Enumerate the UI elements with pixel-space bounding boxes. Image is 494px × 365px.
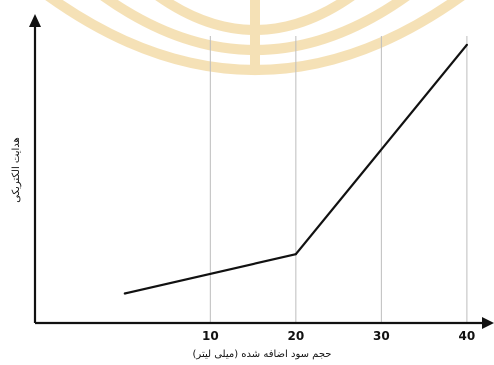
axes [29, 14, 494, 329]
x-tick-labels: 10 20 30 40 [202, 329, 475, 343]
x-tick-label-30: 30 [373, 329, 390, 343]
data-point-0-0 [123, 292, 126, 295]
data-point-0-2 [465, 43, 468, 46]
x-axis-label: حجم سود اضافه شده (میلی لیتر) [193, 349, 332, 360]
data-point-0-1 [294, 253, 297, 256]
y-axis-arrowhead [29, 14, 41, 27]
series-layer [123, 43, 468, 295]
x-tick-label-10: 10 [202, 329, 219, 343]
x-tick-label-20: 20 [287, 329, 304, 343]
watermark-logo [45, 0, 465, 75]
x-axis-arrowhead [482, 317, 494, 329]
x-tick-label-40: 40 [459, 329, 476, 343]
y-axis-label: هدایت الکتریکی [11, 137, 22, 203]
grid-lines [209, 36, 468, 323]
